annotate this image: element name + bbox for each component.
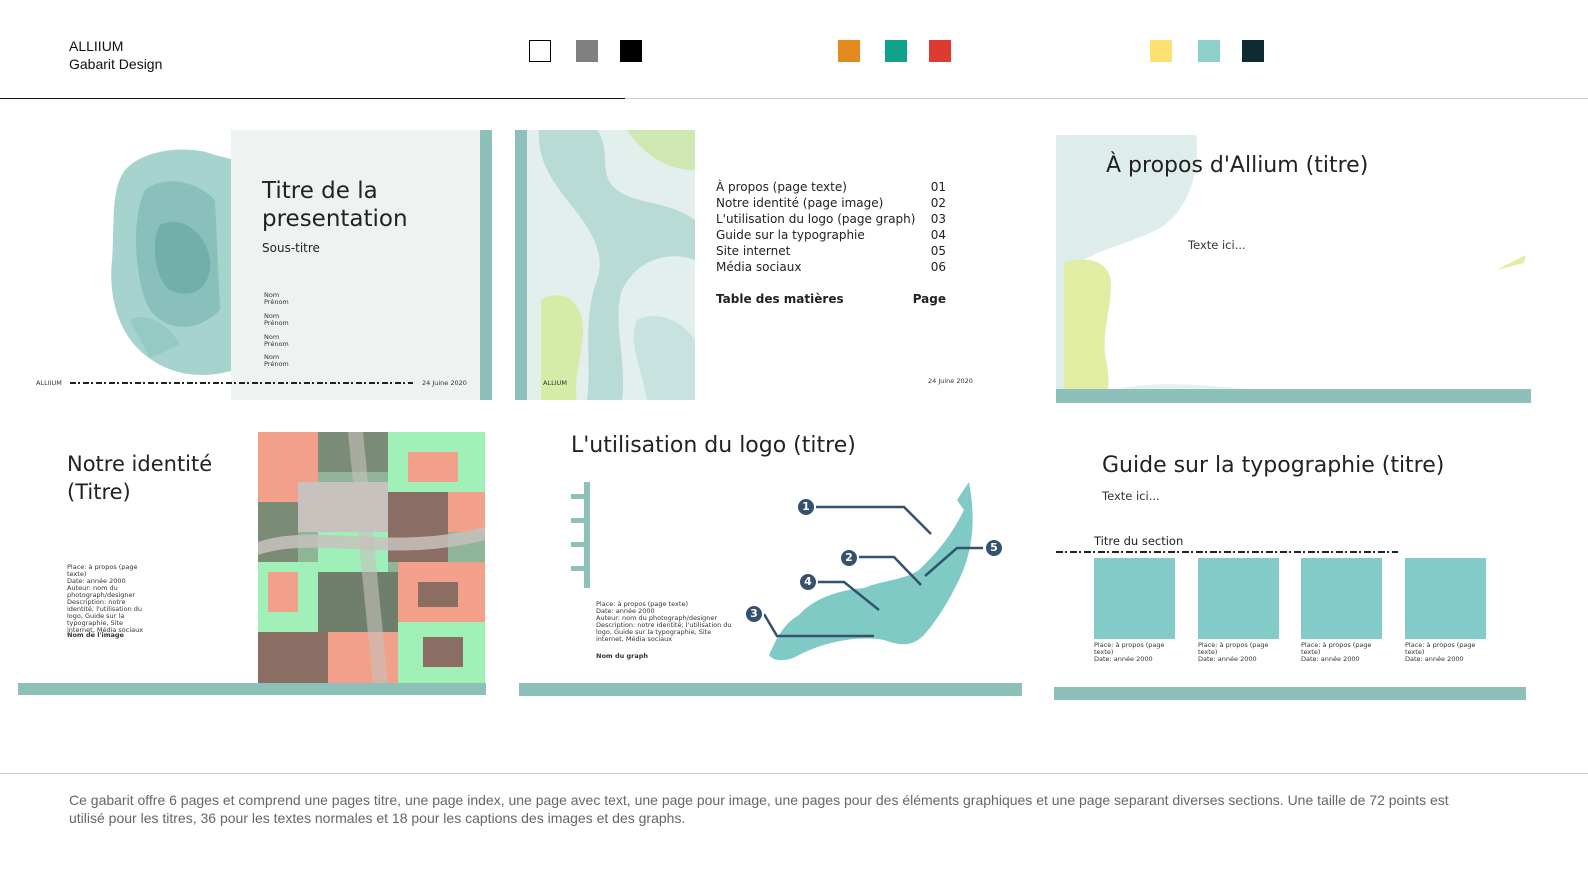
image-name: Nom de l'image xyxy=(67,631,124,639)
swatch-white xyxy=(529,40,551,62)
toc-item[interactable]: Média sociaux 06 xyxy=(716,260,946,274)
swatch-orange xyxy=(838,40,860,62)
image-metadata: Place: à propos (page texte) Date: année… xyxy=(67,563,144,634)
header-divider xyxy=(0,98,625,99)
toc-item[interactable]: L'utilisation du logo (page graph) 03 xyxy=(716,212,946,226)
content-box-2[interactable] xyxy=(1198,558,1279,639)
toc-list: À propos (page texte) 01 Notre identité (… xyxy=(716,179,946,307)
toc-item[interactable]: Guide sur la typographie 04 xyxy=(716,228,946,242)
slide-logo-usage: L'utilisation du logo (titre) Place: à p… xyxy=(519,430,1022,696)
name-block-3: Nom Prénom xyxy=(264,333,289,348)
brand-name: ALLIIUM xyxy=(69,38,124,54)
title-panel xyxy=(231,130,481,400)
template-description: Ce gabarit offre 6 pages et comprend une… xyxy=(69,792,1449,826)
watercolor-texture xyxy=(111,149,235,375)
slide-identity: Notre identité (Titre) Place: à propos (… xyxy=(18,430,486,695)
logo-comb-graphic xyxy=(571,482,590,588)
accent-bar xyxy=(1056,389,1531,403)
name-block-2: Nom Prénom xyxy=(264,312,289,327)
swatch-red xyxy=(929,40,951,62)
box-caption-1: Place: à propos (page texte) Date: année… xyxy=(1094,641,1165,663)
accent-bar xyxy=(515,130,527,400)
swatch-dark-navy xyxy=(1242,40,1264,62)
brand-block: ALLIIUM Gabarit Design xyxy=(69,37,162,73)
swatch-black xyxy=(620,40,642,62)
aerial-photo xyxy=(258,432,485,684)
swatch-yellow xyxy=(1150,40,1172,62)
footer-divider xyxy=(0,773,1588,774)
slide-typography: Guide sur la typographie (titre) Texte i… xyxy=(1054,430,1526,700)
slide-title: Notre identité (Titre) xyxy=(67,452,213,504)
slide-title: Titre de la presentation xyxy=(262,178,408,232)
content-box-4[interactable] xyxy=(1405,558,1486,639)
brand-subtitle: Gabarit Design xyxy=(69,56,163,72)
marker-4[interactable]: 4 xyxy=(798,572,818,592)
graph-metadata: Place: à propos (page texte) Date: année… xyxy=(596,600,732,643)
marker-3[interactable]: 3 xyxy=(744,604,764,624)
island-graph xyxy=(762,482,983,661)
accent-bar xyxy=(480,130,492,400)
slide-about: À propos d'Allium (titre) Texte ici... xyxy=(1056,135,1531,403)
dashed-rule xyxy=(1056,551,1398,553)
slide-date: 24 Juine 2020 xyxy=(928,377,973,385)
slide-date: 24 Juine 2020 xyxy=(422,379,467,387)
marker-2[interactable]: 2 xyxy=(839,548,859,568)
box-caption-3: Place: à propos (page texte) Date: année… xyxy=(1301,641,1372,663)
slide-subtitle: Sous-titre xyxy=(262,241,320,255)
map-texture xyxy=(527,130,695,400)
box-caption-2: Place: à propos (page texte) Date: année… xyxy=(1198,641,1269,663)
toc-header-row: Table des matières Page xyxy=(716,292,946,306)
footer-brand: ALLIUM xyxy=(543,379,567,387)
swatch-teal xyxy=(885,40,907,62)
toc-item[interactable]: Site internet 05 xyxy=(716,244,946,258)
accent-bar xyxy=(519,683,1022,696)
slide-title: Guide sur la typographie (titre) xyxy=(1102,453,1445,478)
toc-item[interactable]: À propos (page texte) 01 xyxy=(716,180,946,194)
slide-table-of-contents: À propos (page texte) 01 Notre identité (… xyxy=(515,130,993,400)
content-box-1[interactable] xyxy=(1094,558,1175,639)
map-texture xyxy=(1056,135,1526,403)
content-box-3[interactable] xyxy=(1301,558,1382,639)
header-divider-light xyxy=(625,98,1588,99)
slide-title: À propos d'Allium (titre) xyxy=(1106,153,1369,178)
graph-name: Nom du graph xyxy=(596,652,649,660)
swatch-light-teal xyxy=(1198,40,1220,62)
box-caption-4: Place: à propos (page texte) Date: année… xyxy=(1405,641,1476,663)
section-title: Titre du section xyxy=(1094,534,1184,548)
name-block-4: Nom Prénom xyxy=(264,353,289,368)
toc-item[interactable]: Notre identité (page image) 02 xyxy=(716,196,946,210)
marker-1[interactable]: 1 xyxy=(796,497,816,517)
accent-bar xyxy=(18,683,486,695)
accent-bar xyxy=(1054,687,1526,700)
footer-brand: ALLIIUM xyxy=(36,379,62,387)
dashed-rule xyxy=(70,382,413,384)
marker-5[interactable]: 5 xyxy=(984,538,1004,558)
slide-body-text: Texte ici... xyxy=(1188,238,1246,252)
name-block-1: Nom Prénom xyxy=(264,291,289,306)
slide-title-page: Titre de la presentation Sous-titre Nom … xyxy=(20,130,492,400)
slide-title: L'utilisation du logo (titre) xyxy=(571,433,856,458)
slide-body-text: Texte ici... xyxy=(1102,489,1160,503)
swatch-gray xyxy=(576,40,598,62)
